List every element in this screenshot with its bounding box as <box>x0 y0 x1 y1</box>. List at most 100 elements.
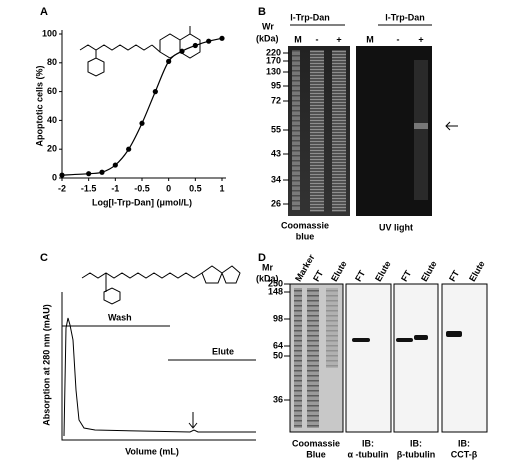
mw-marker: 98 <box>273 313 283 323</box>
axis <box>61 30 226 179</box>
y-axis-label: Absorption at 280 nm (mAU) <box>41 304 51 426</box>
gel-header: l-Trp-Dan <box>290 12 330 22</box>
mw-marker: 26 <box>271 198 281 208</box>
x-axis-label: Log[l-Trp-Dan] (μmol/L) <box>92 197 192 207</box>
data-point <box>86 171 92 177</box>
mw-marker: 220 <box>266 47 281 57</box>
panel-letter: D <box>258 252 266 264</box>
x-tick-label: 1 <box>219 183 224 193</box>
gel-header: l-Trp-Dan <box>385 12 425 22</box>
gel-band <box>414 123 428 129</box>
gel-lane <box>326 288 338 368</box>
axis <box>61 292 256 441</box>
gel-caption: IB: <box>362 438 374 448</box>
data-point <box>139 120 145 126</box>
trace <box>63 317 256 437</box>
lane-label: M <box>366 34 374 44</box>
lane-label: FT <box>311 268 325 283</box>
y-tick-label: 0 <box>52 172 57 182</box>
gel-caption: UV light <box>379 222 413 232</box>
mw-marker: 34 <box>271 174 281 184</box>
x-tick-label: 0.5 <box>189 183 202 193</box>
blot-band <box>446 331 462 337</box>
gel-lane <box>414 60 428 200</box>
data-point <box>192 42 198 49</box>
mw-label: (kDa) <box>256 273 279 283</box>
gel-caption: Coomassie <box>281 220 329 230</box>
arrow <box>188 422 198 429</box>
lane-label: - <box>316 34 319 44</box>
fit-line <box>61 37 223 176</box>
mw-label: Wr <box>262 21 274 31</box>
lane-label: FT <box>399 268 413 283</box>
gel-caption: β-tubulin <box>397 449 435 459</box>
mw-marker: 130 <box>266 66 281 76</box>
gel-caption: IB: <box>458 438 470 448</box>
mw-label: (kDa) <box>256 33 279 43</box>
blot-band <box>414 335 428 340</box>
chromatogram: Absorption at 280 nm (mAU) Volume (mL) W… <box>41 265 256 456</box>
blot <box>345 283 392 433</box>
x-tick-label: -2 <box>58 183 66 193</box>
dose-response-chart: Apoptotic cells (%) Log[l-Trp-Dan] (μmol… <box>34 26 226 207</box>
lane-label: Elute <box>373 259 393 283</box>
mw-marker: 36 <box>273 394 283 404</box>
structure <box>81 265 241 305</box>
elute-label: Elute <box>212 346 234 356</box>
lane-label: - <box>397 34 400 44</box>
lane-label: Elute <box>419 259 439 283</box>
y-tick-label: 20 <box>47 144 57 154</box>
gel-caption: Coomassie <box>292 438 340 448</box>
data-point <box>206 38 212 44</box>
gel-caption: α -tubulin <box>347 449 388 459</box>
blot-band <box>352 338 370 342</box>
panel-letter: A <box>40 6 48 18</box>
data-point <box>152 89 158 95</box>
gel-b: l-Trp-Dan l-Trp-Dan Wr (kDa) Coomassie b… <box>256 12 458 241</box>
mw-marker: 170 <box>266 55 281 65</box>
lane-label: + <box>418 34 423 44</box>
data-point <box>166 58 172 64</box>
blot <box>393 283 439 433</box>
panel-letter: B <box>258 6 266 18</box>
gel-lane <box>307 288 319 428</box>
gel-lane <box>332 50 346 212</box>
gel-caption: blue <box>296 231 315 241</box>
mw-label: Mr <box>262 262 273 272</box>
y-axis-label: Apoptotic cells (%) <box>34 65 44 146</box>
gel-caption: Blue <box>306 449 326 459</box>
mw-marker: 250 <box>268 278 283 288</box>
lane-label: Elute <box>467 259 487 283</box>
data-point <box>126 146 132 152</box>
lane-label: FT <box>353 268 367 283</box>
y-tick-label: 80 <box>47 57 57 67</box>
mw-marker: 43 <box>271 148 281 158</box>
panel-letter: C <box>40 252 48 264</box>
gel-caption: IB: <box>410 438 422 448</box>
mw-marker: 95 <box>271 80 281 90</box>
gel-lane <box>294 288 302 428</box>
blot <box>441 283 488 433</box>
data-point <box>59 172 65 178</box>
gel-lane <box>310 50 324 212</box>
mw-marker: 64 <box>273 340 283 350</box>
lane-label: + <box>336 34 341 44</box>
data-point <box>99 169 105 175</box>
data-point <box>219 35 225 41</box>
gel-caption: CCT-β <box>451 449 478 459</box>
mw-marker: 72 <box>271 95 281 105</box>
lane-label: Elute <box>329 259 349 283</box>
y-tick-label: 100 <box>42 28 57 38</box>
mw-marker: 55 <box>271 124 281 134</box>
x-axis-label: Volume (mL) <box>125 446 179 456</box>
wash-label: Wash <box>108 312 132 322</box>
data-point <box>112 162 118 168</box>
x-tick-label: -0.5 <box>134 183 150 193</box>
y-tick-label: 40 <box>47 115 57 125</box>
y-tick-label: 60 <box>47 86 57 96</box>
blot-band <box>396 338 413 342</box>
lane-label: FT <box>447 268 461 283</box>
data-point <box>179 48 185 54</box>
mw-marker: 50 <box>273 350 283 360</box>
